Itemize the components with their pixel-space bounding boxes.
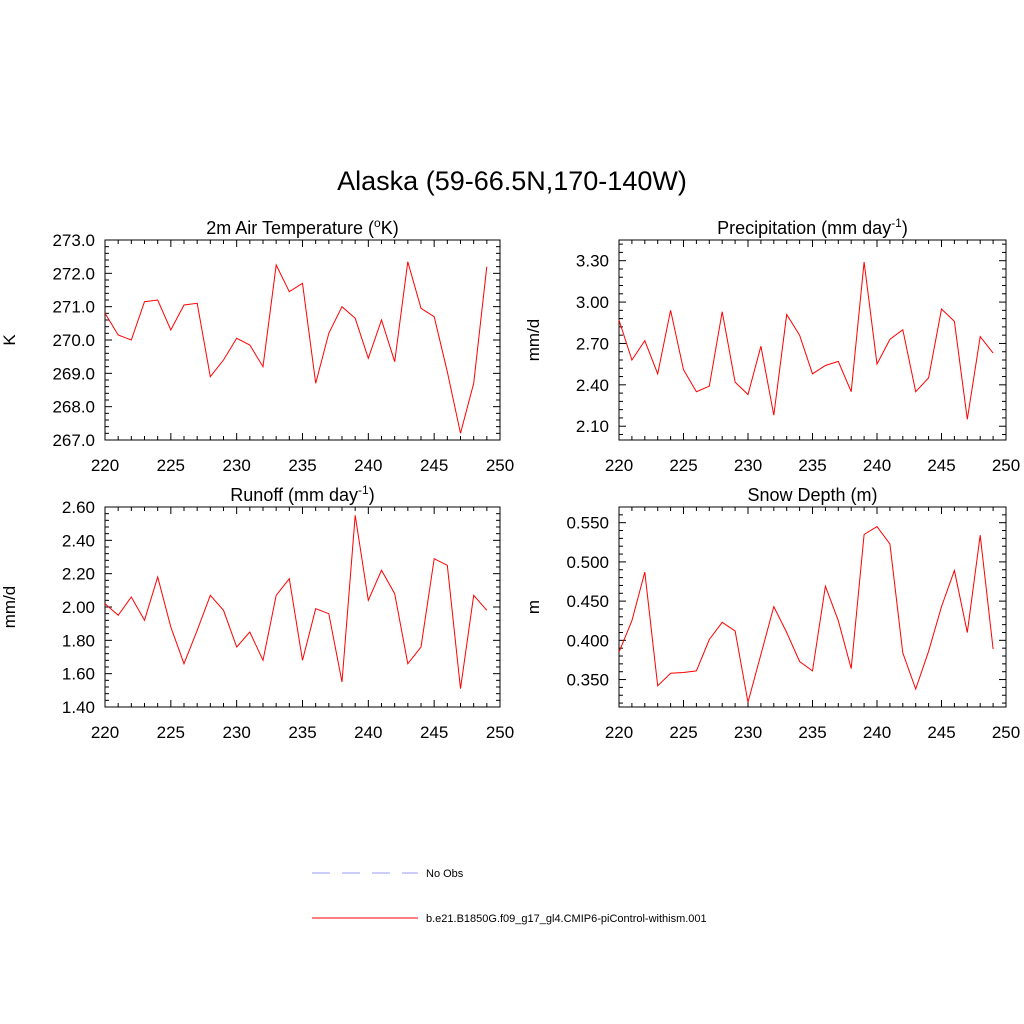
y-axis-label: K [0,334,19,346]
subplot-title-sup: -1 [358,483,369,497]
chart-snow-depth: 220 225 230 235 240 245 250 0.350 0.400 0.450 0.50… [524,485,1020,742]
y-tick-label: 1.40 [62,698,95,717]
chart-runoff: 220 225 230 235 240 245 250 1.40 1.60 1.80 2.00 2.2… [0,483,514,742]
y-tick-label: 2.00 [62,598,95,617]
x-tick-label: 235 [288,723,316,742]
subplot-title-tail: K) [381,218,399,238]
subplot-title: Snow Depth (m) [747,485,877,505]
x-tick-label: 230 [734,456,762,475]
subplot-title-sup: o [374,216,381,230]
x-tick-label: 250 [992,723,1020,742]
y-tick-label: 0.400 [566,631,609,650]
x-tick-label: 225 [157,456,185,475]
y-tick-label: 0.450 [566,592,609,611]
x-tick-label: 220 [605,723,633,742]
subplot-title-main: Precipitation (mm day [717,218,891,238]
x-tick-label: 235 [798,456,826,475]
subplot-title: Precipitation (mm day-1) [717,216,908,238]
x-tick-label: 250 [486,456,514,475]
y-tick-label: 2.70 [576,334,609,353]
x-tick-label: 240 [354,456,382,475]
y-tick-label: 2.60 [62,498,95,517]
y-tick-label: 0.500 [566,553,609,572]
x-tick-label: 220 [91,456,119,475]
x-tick-label: 230 [222,456,250,475]
y-tick-label: 2.40 [576,376,609,395]
y-tick-label: 270.0 [52,331,95,350]
legend-model-label: b.e21.B1850G.f09_g17_gl4.CMIP6-piControl… [426,913,707,925]
x-tick-label: 235 [288,456,316,475]
subplot-title-main: Runoff (mm day [230,485,358,505]
y-tick-label: 1.80 [62,631,95,650]
subplot-title-main: Snow Depth (m) [747,485,877,505]
x-tick-label: 245 [420,723,448,742]
y-tick-label: 268.0 [52,398,95,417]
x-tick-label: 245 [927,456,955,475]
y-tick-label: 0.350 [566,671,609,690]
x-tick-label: 220 [91,723,119,742]
y-axis-label: mm/d [524,319,543,362]
y-tick-label: 271.0 [52,298,95,317]
subplot-title-sup: -1 [891,216,902,230]
y-tick-label: 273.0 [52,231,95,250]
x-tick-label: 230 [734,723,762,742]
y-tick-label: 0.550 [566,514,609,533]
y-tick-label: 3.00 [576,293,609,312]
y-tick-label: 2.10 [576,417,609,436]
subplot-title-tail: ) [369,485,375,505]
y-tick-label: 2.20 [62,565,95,584]
x-tick-label: 250 [992,456,1020,475]
x-tick-label: 240 [863,456,891,475]
chart-precipitation: 220 225 230 235 240 245 250 2.10 2.40 2.70 3.00 3.3… [524,216,1020,475]
y-tick-label: 267.0 [52,431,95,450]
y-tick-label: 3.30 [576,252,609,271]
chart-temperature: 220 225 230 235 240 245 250 267.0 268.0 269.0 270.… [0,216,514,475]
y-axis-label: m [524,600,543,614]
x-tick-label: 230 [222,723,250,742]
y-tick-label: 272.0 [52,264,95,283]
subplot-title-main: 2m Air Temperature ( [206,218,374,238]
x-tick-label: 235 [798,723,826,742]
x-tick-label: 250 [486,723,514,742]
x-tick-label: 245 [927,723,955,742]
y-axis-label: mm/d [0,586,19,629]
y-tick-label: 1.60 [62,665,95,684]
series-line [104,261,488,434]
subplot-title-tail: ) [902,218,908,238]
y-tick-label: 2.40 [62,531,95,550]
x-tick-label: 240 [863,723,891,742]
x-tick-label: 240 [354,723,382,742]
series-line [618,262,994,420]
subplot-title: Runoff (mm day-1) [230,483,374,505]
series-line [104,515,488,689]
x-tick-label: 225 [669,456,697,475]
y-tick-label: 269.0 [52,364,95,383]
series-line [618,525,994,703]
x-tick-label: 225 [157,723,185,742]
figure-title: Alaska (59-66.5N,170-140W) [337,166,687,196]
subplot-title: 2m Air Temperature (oK) [206,216,398,238]
legend-obs-label: No Obs [426,868,464,880]
x-tick-label: 225 [669,723,697,742]
x-tick-label: 220 [605,456,633,475]
x-tick-label: 245 [420,456,448,475]
